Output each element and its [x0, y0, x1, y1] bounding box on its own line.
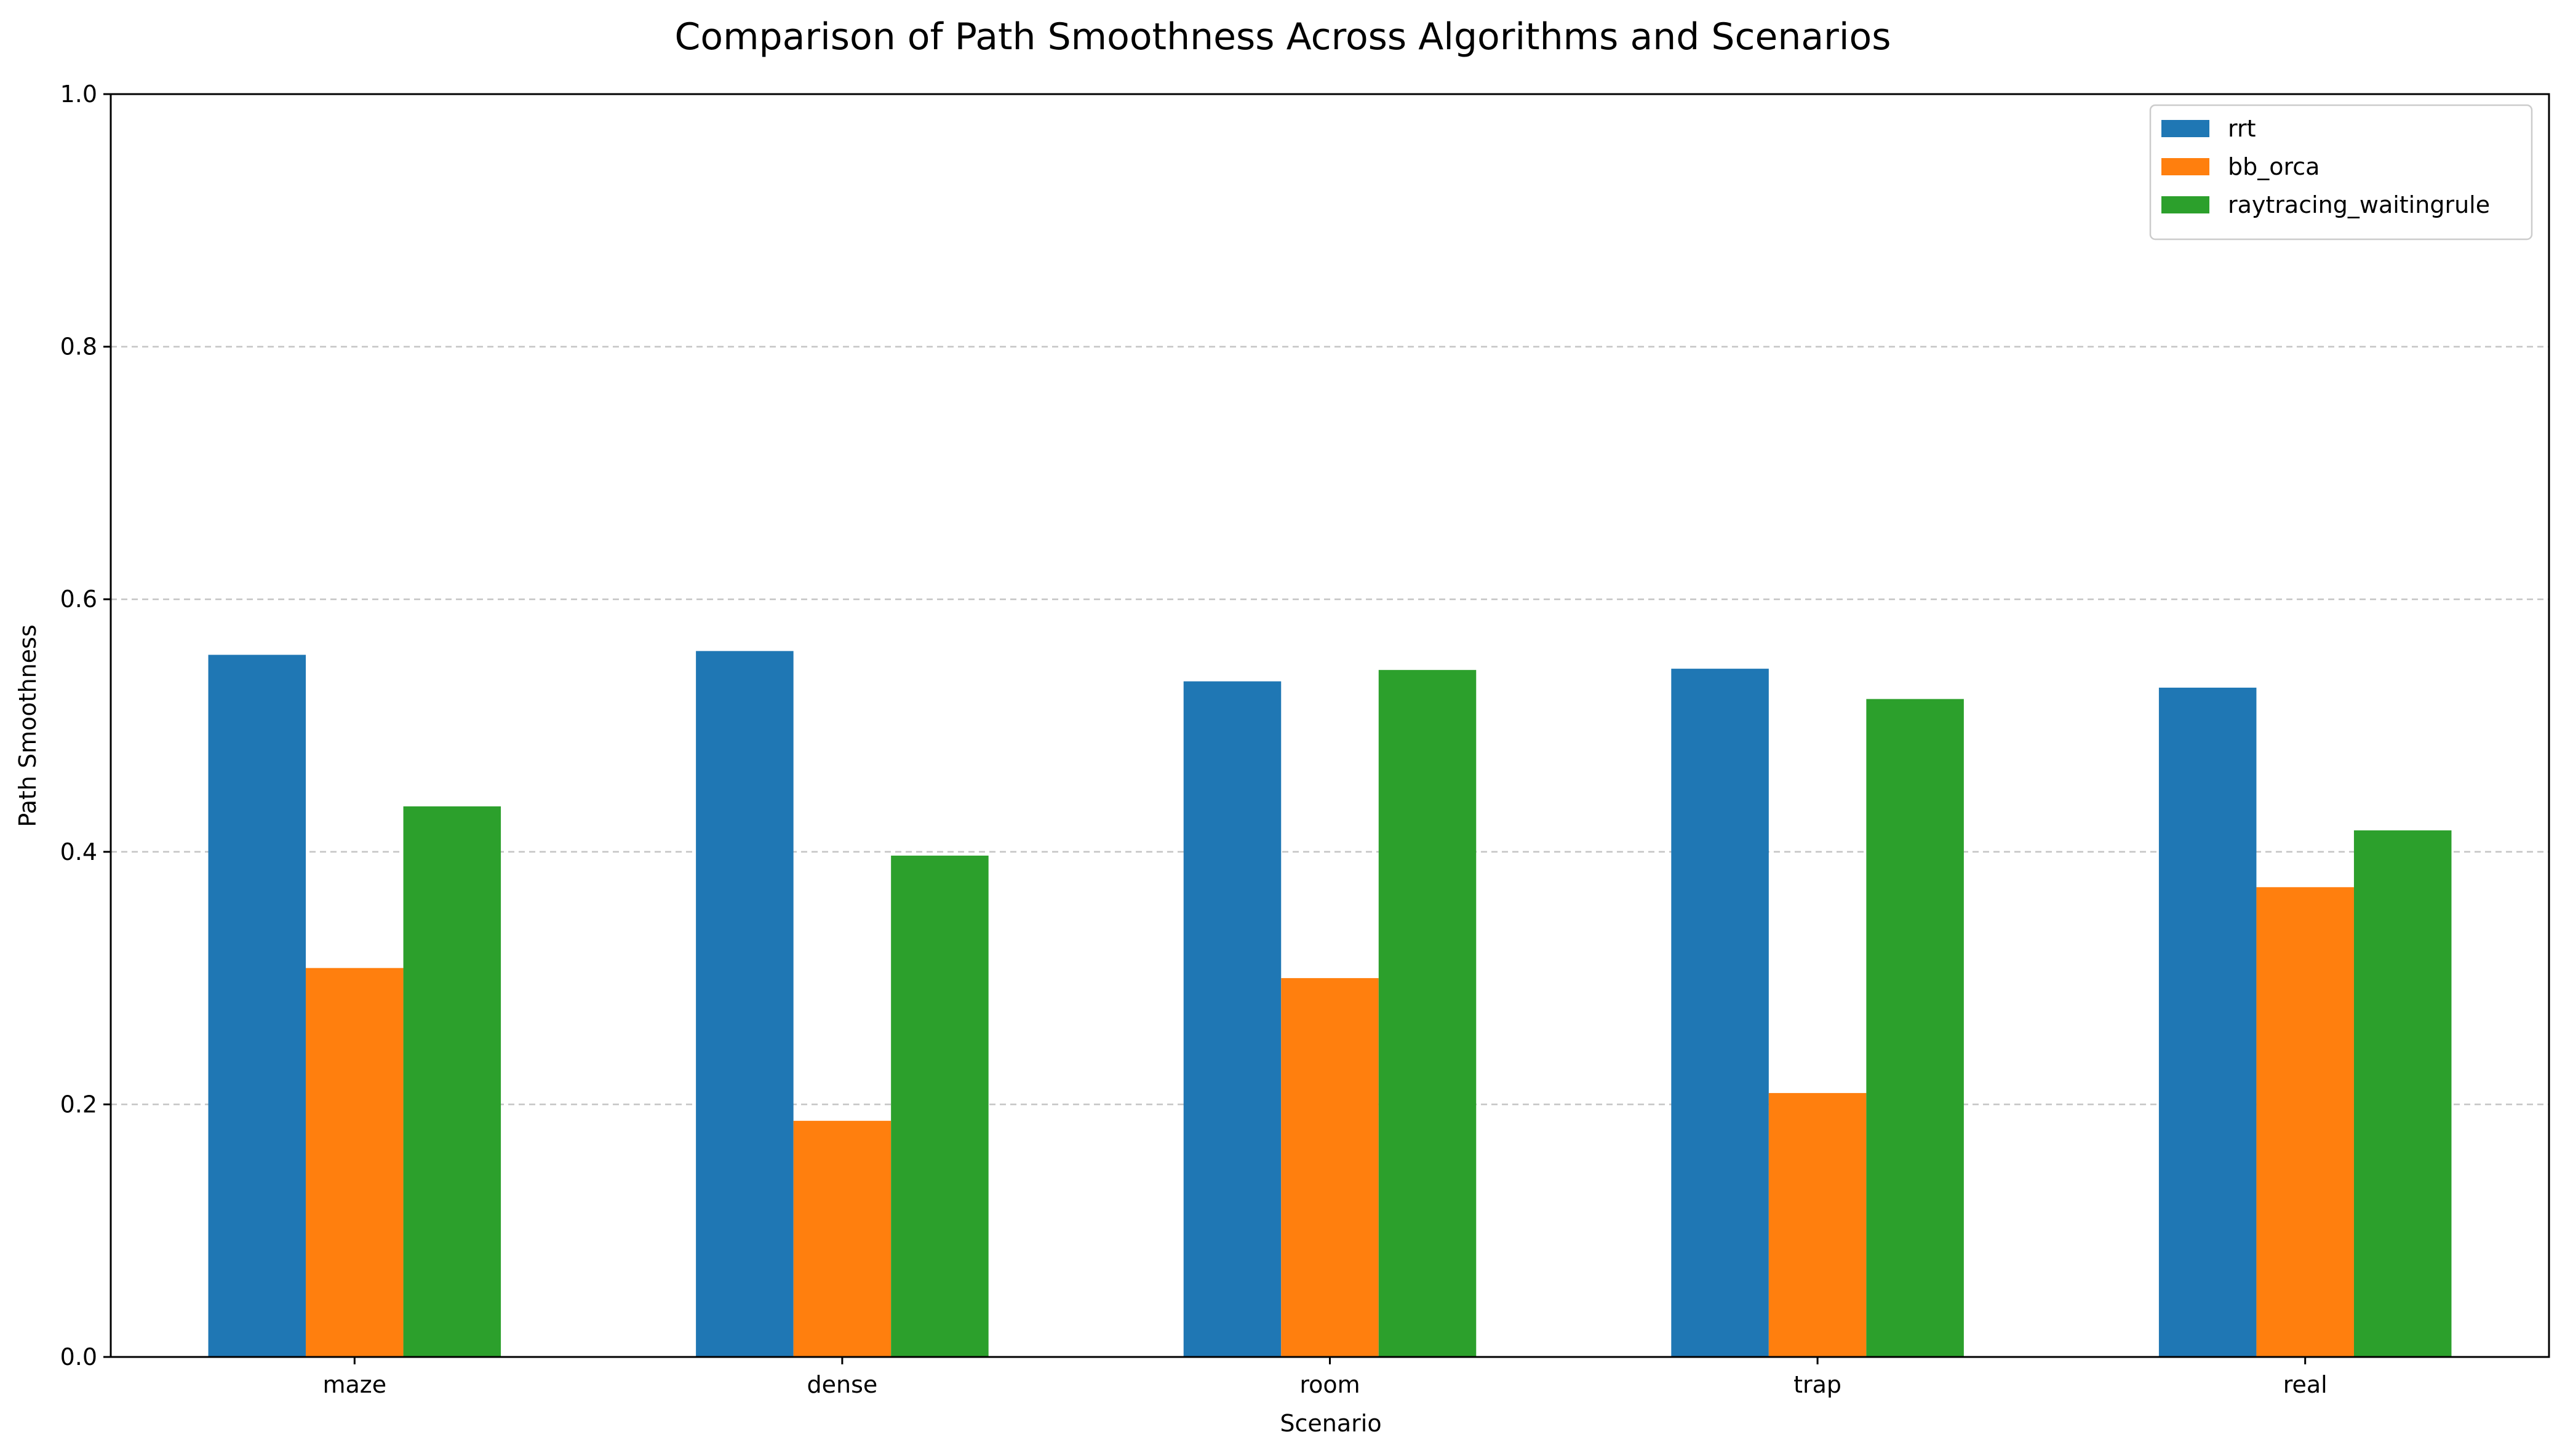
legend-label-raytracing_waitingrule: raytracing_waitingrule	[2228, 191, 2490, 218]
bar-bb_orca-dense	[793, 1121, 892, 1357]
x-axis-label: Scenario	[1280, 1410, 1381, 1437]
bar-rrt-real	[2158, 687, 2257, 1357]
bar-bb_orca-maze	[306, 968, 404, 1357]
bar-bb_orca-real	[2256, 887, 2354, 1357]
bar-rrt-room	[1183, 681, 1282, 1357]
x-tick-label: room	[1299, 1371, 1360, 1398]
legend: rrt bb_orca raytracing_waitingrule	[2149, 104, 2533, 241]
bar-bb_orca-trap	[1768, 1092, 1867, 1357]
chart-title: Comparison of Path Smoothness Across Alg…	[675, 15, 1891, 58]
y-axis-label: Path Smoothness	[14, 624, 41, 827]
y-tick-label: 0.2	[60, 1091, 97, 1118]
bars	[208, 651, 2452, 1357]
legend-box	[2149, 104, 2533, 241]
legend-swatch-rrt	[2161, 120, 2209, 137]
x-tick-label: real	[2283, 1371, 2328, 1398]
x-axis-ticks: maze dense room trap real	[322, 1357, 2328, 1398]
bar-raytracing_waitingrule-dense	[891, 855, 989, 1357]
bar-rrt-maze	[208, 654, 306, 1357]
legend-label-bb_orca: bb_orca	[2228, 153, 2320, 180]
bar-raytracing_waitingrule-maze	[403, 806, 501, 1357]
y-tick-label: 0.0	[60, 1343, 97, 1370]
y-tick-label: 1.0	[60, 81, 97, 108]
y-axis-ticks: 0.0 0.2 0.4 0.6 0.8 1.0	[60, 81, 111, 1370]
bar-rrt-trap	[1671, 669, 1769, 1357]
y-tick-label: 0.6	[60, 586, 97, 613]
bar-raytracing_waitingrule-room	[1378, 670, 1477, 1357]
legend-swatch-bb_orca	[2161, 158, 2209, 175]
x-tick-label: trap	[1793, 1371, 1841, 1398]
bar-rrt-dense	[696, 651, 794, 1357]
x-tick-label: dense	[807, 1371, 878, 1398]
legend-label-rrt: rrt	[2228, 115, 2256, 142]
bar-bb_orca-room	[1281, 978, 1379, 1357]
x-tick-label: maze	[322, 1371, 386, 1398]
bar-raytracing_waitingrule-trap	[1866, 699, 1964, 1357]
legend-swatch-raytracing_waitingrule	[2161, 196, 2209, 213]
y-tick-label: 0.8	[60, 333, 97, 360]
bar-raytracing_waitingrule-real	[2353, 830, 2452, 1357]
y-tick-label: 0.4	[60, 838, 97, 865]
